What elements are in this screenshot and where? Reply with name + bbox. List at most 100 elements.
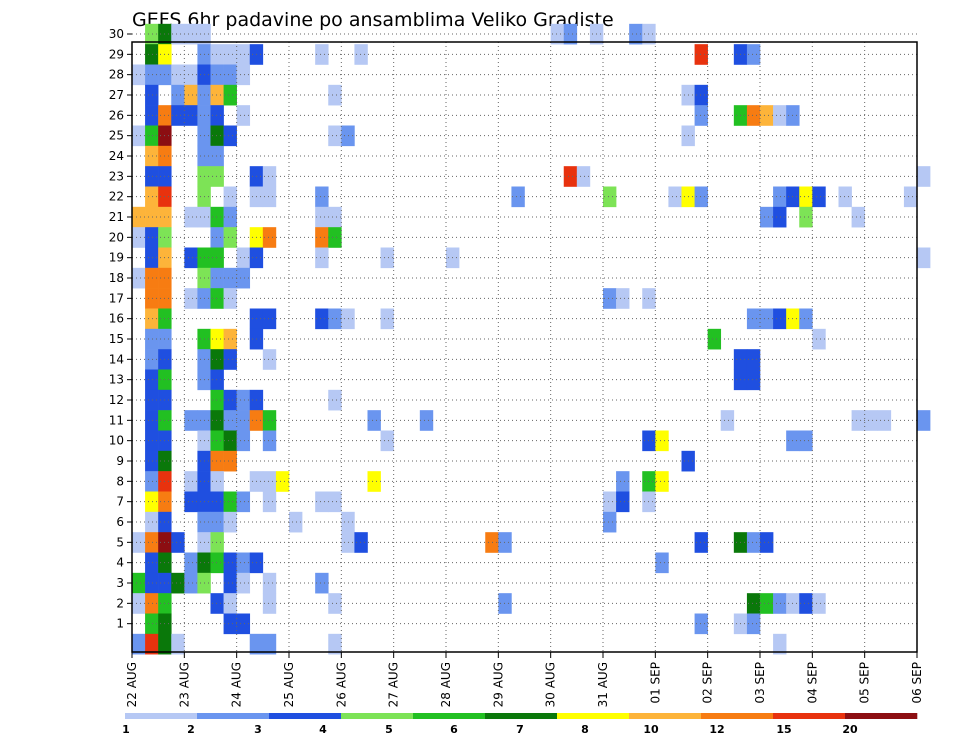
y-tick-label: 29 [109, 47, 124, 61]
heatmap-cell [511, 186, 525, 208]
heatmap-cell [746, 105, 761, 126]
colorbar-segment [629, 713, 702, 719]
x-tick-label: 04 SEP [805, 662, 819, 704]
heatmap-cell [210, 511, 224, 533]
heatmap-cell [145, 206, 159, 228]
colorbar-label: 1 [122, 723, 130, 736]
y-tick-label: 27 [109, 88, 124, 102]
heatmap-cell [132, 532, 146, 553]
heatmap-cell [616, 491, 630, 513]
heatmap-cell [851, 410, 865, 431]
heatmap-cell [223, 227, 237, 248]
heatmap-cell [603, 288, 617, 309]
heatmap-cell [184, 288, 198, 309]
heatmap-cell [132, 206, 146, 228]
heatmap-cell [236, 247, 251, 269]
heatmap-cell [315, 44, 329, 65]
heatmap-cell [799, 308, 813, 330]
plot-frame [131, 41, 918, 653]
y-tick-label: 17 [109, 291, 124, 305]
heatmap-cell [210, 145, 224, 167]
heatmap-cell [576, 166, 591, 187]
heatmap-cell [171, 532, 185, 553]
heatmap-cell [171, 105, 185, 126]
heatmap-cell [917, 247, 931, 269]
heatmap-cell [210, 328, 224, 350]
heatmap-cell [145, 613, 159, 635]
heatmap-cell [328, 206, 342, 228]
heatmap-cell [132, 593, 146, 614]
heatmap-cell [262, 633, 277, 655]
heatmap-cell [262, 410, 277, 431]
heatmap-cell [262, 186, 277, 208]
heatmap-cell [171, 572, 185, 594]
heatmap-cell [550, 23, 565, 45]
heatmap-cell [236, 64, 251, 86]
heatmap-cell [132, 267, 146, 289]
heatmap-cell [210, 44, 224, 65]
heatmap-cell [419, 410, 434, 431]
heatmap-cell [184, 471, 198, 492]
colorbar-segment [125, 713, 198, 719]
heatmap-cell [262, 471, 277, 492]
heatmap-cell [223, 288, 237, 309]
heatmap-cell [289, 511, 303, 533]
heatmap-cell [917, 166, 931, 187]
x-tick-label: 22 AUG [125, 662, 139, 707]
heatmap-cell [603, 186, 617, 208]
y-tick-label: 22 [109, 190, 124, 204]
colorbar-label: 4 [319, 723, 327, 736]
heatmap-cell [629, 23, 643, 45]
y-tick-label: 26 [109, 108, 124, 122]
y-tick-label: 10 [109, 434, 124, 448]
x-tick-label: 24 AUG [230, 662, 244, 707]
x-tick-label: 01 SEP [648, 662, 662, 704]
colorbar-segment [557, 713, 630, 719]
heatmap-cell [210, 410, 224, 431]
colorbar-segment [269, 713, 342, 719]
heatmap-cell [328, 593, 342, 614]
colorbar-label: 8 [581, 723, 589, 736]
heatmap-cell [223, 206, 237, 228]
heatmap-cell [184, 64, 198, 86]
heatmap-cell [145, 288, 159, 309]
heatmap-cell [145, 145, 159, 167]
heatmap-cell [851, 206, 865, 228]
heatmap-cell [171, 84, 185, 106]
colorbar-label: 20 [842, 723, 858, 736]
heatmap-cell [328, 125, 342, 147]
heatmap-cell [223, 44, 237, 65]
colorbar-segment [413, 713, 486, 719]
heatmap-cell [145, 84, 159, 106]
heatmap-cell [132, 125, 146, 147]
heatmap-cell [223, 552, 237, 574]
heatmap-cell [616, 288, 630, 309]
x-tick-label: 06 SEP [910, 662, 924, 704]
heatmap-cell [616, 471, 630, 492]
heatmap-cell [184, 572, 198, 594]
heatmap-cell [262, 166, 277, 187]
heatmap-cell [315, 491, 329, 513]
heatmap-cell [223, 328, 237, 350]
heatmap-cell [812, 328, 826, 350]
y-tick-label: 25 [109, 129, 124, 143]
heatmap-cell [145, 369, 159, 391]
heatmap-cell [773, 593, 787, 614]
x-tick-label: 05 SEP [858, 662, 872, 704]
y-tick-label: 3 [116, 576, 124, 590]
heatmap-cell [171, 633, 185, 655]
heatmap-cell [210, 471, 224, 492]
heatmap-cell [145, 105, 159, 126]
heatmap-cell [367, 471, 381, 492]
heatmap-cell [236, 267, 251, 289]
y-tick-label: 12 [109, 393, 124, 407]
heatmap-cell [145, 328, 159, 350]
heatmap-cell [720, 410, 735, 431]
heatmap-cell [210, 125, 224, 147]
x-axis-ticks: 22 AUG 23 AUG 24 AUG 25 AUG 26 AUG 27 AUG 28 A… [125, 652, 924, 707]
heatmap-cell [223, 410, 237, 431]
heatmap-cell [707, 328, 722, 350]
heatmap-cell [773, 633, 787, 655]
colorbar-segment [341, 713, 414, 719]
y-tick-label: 16 [109, 312, 124, 326]
